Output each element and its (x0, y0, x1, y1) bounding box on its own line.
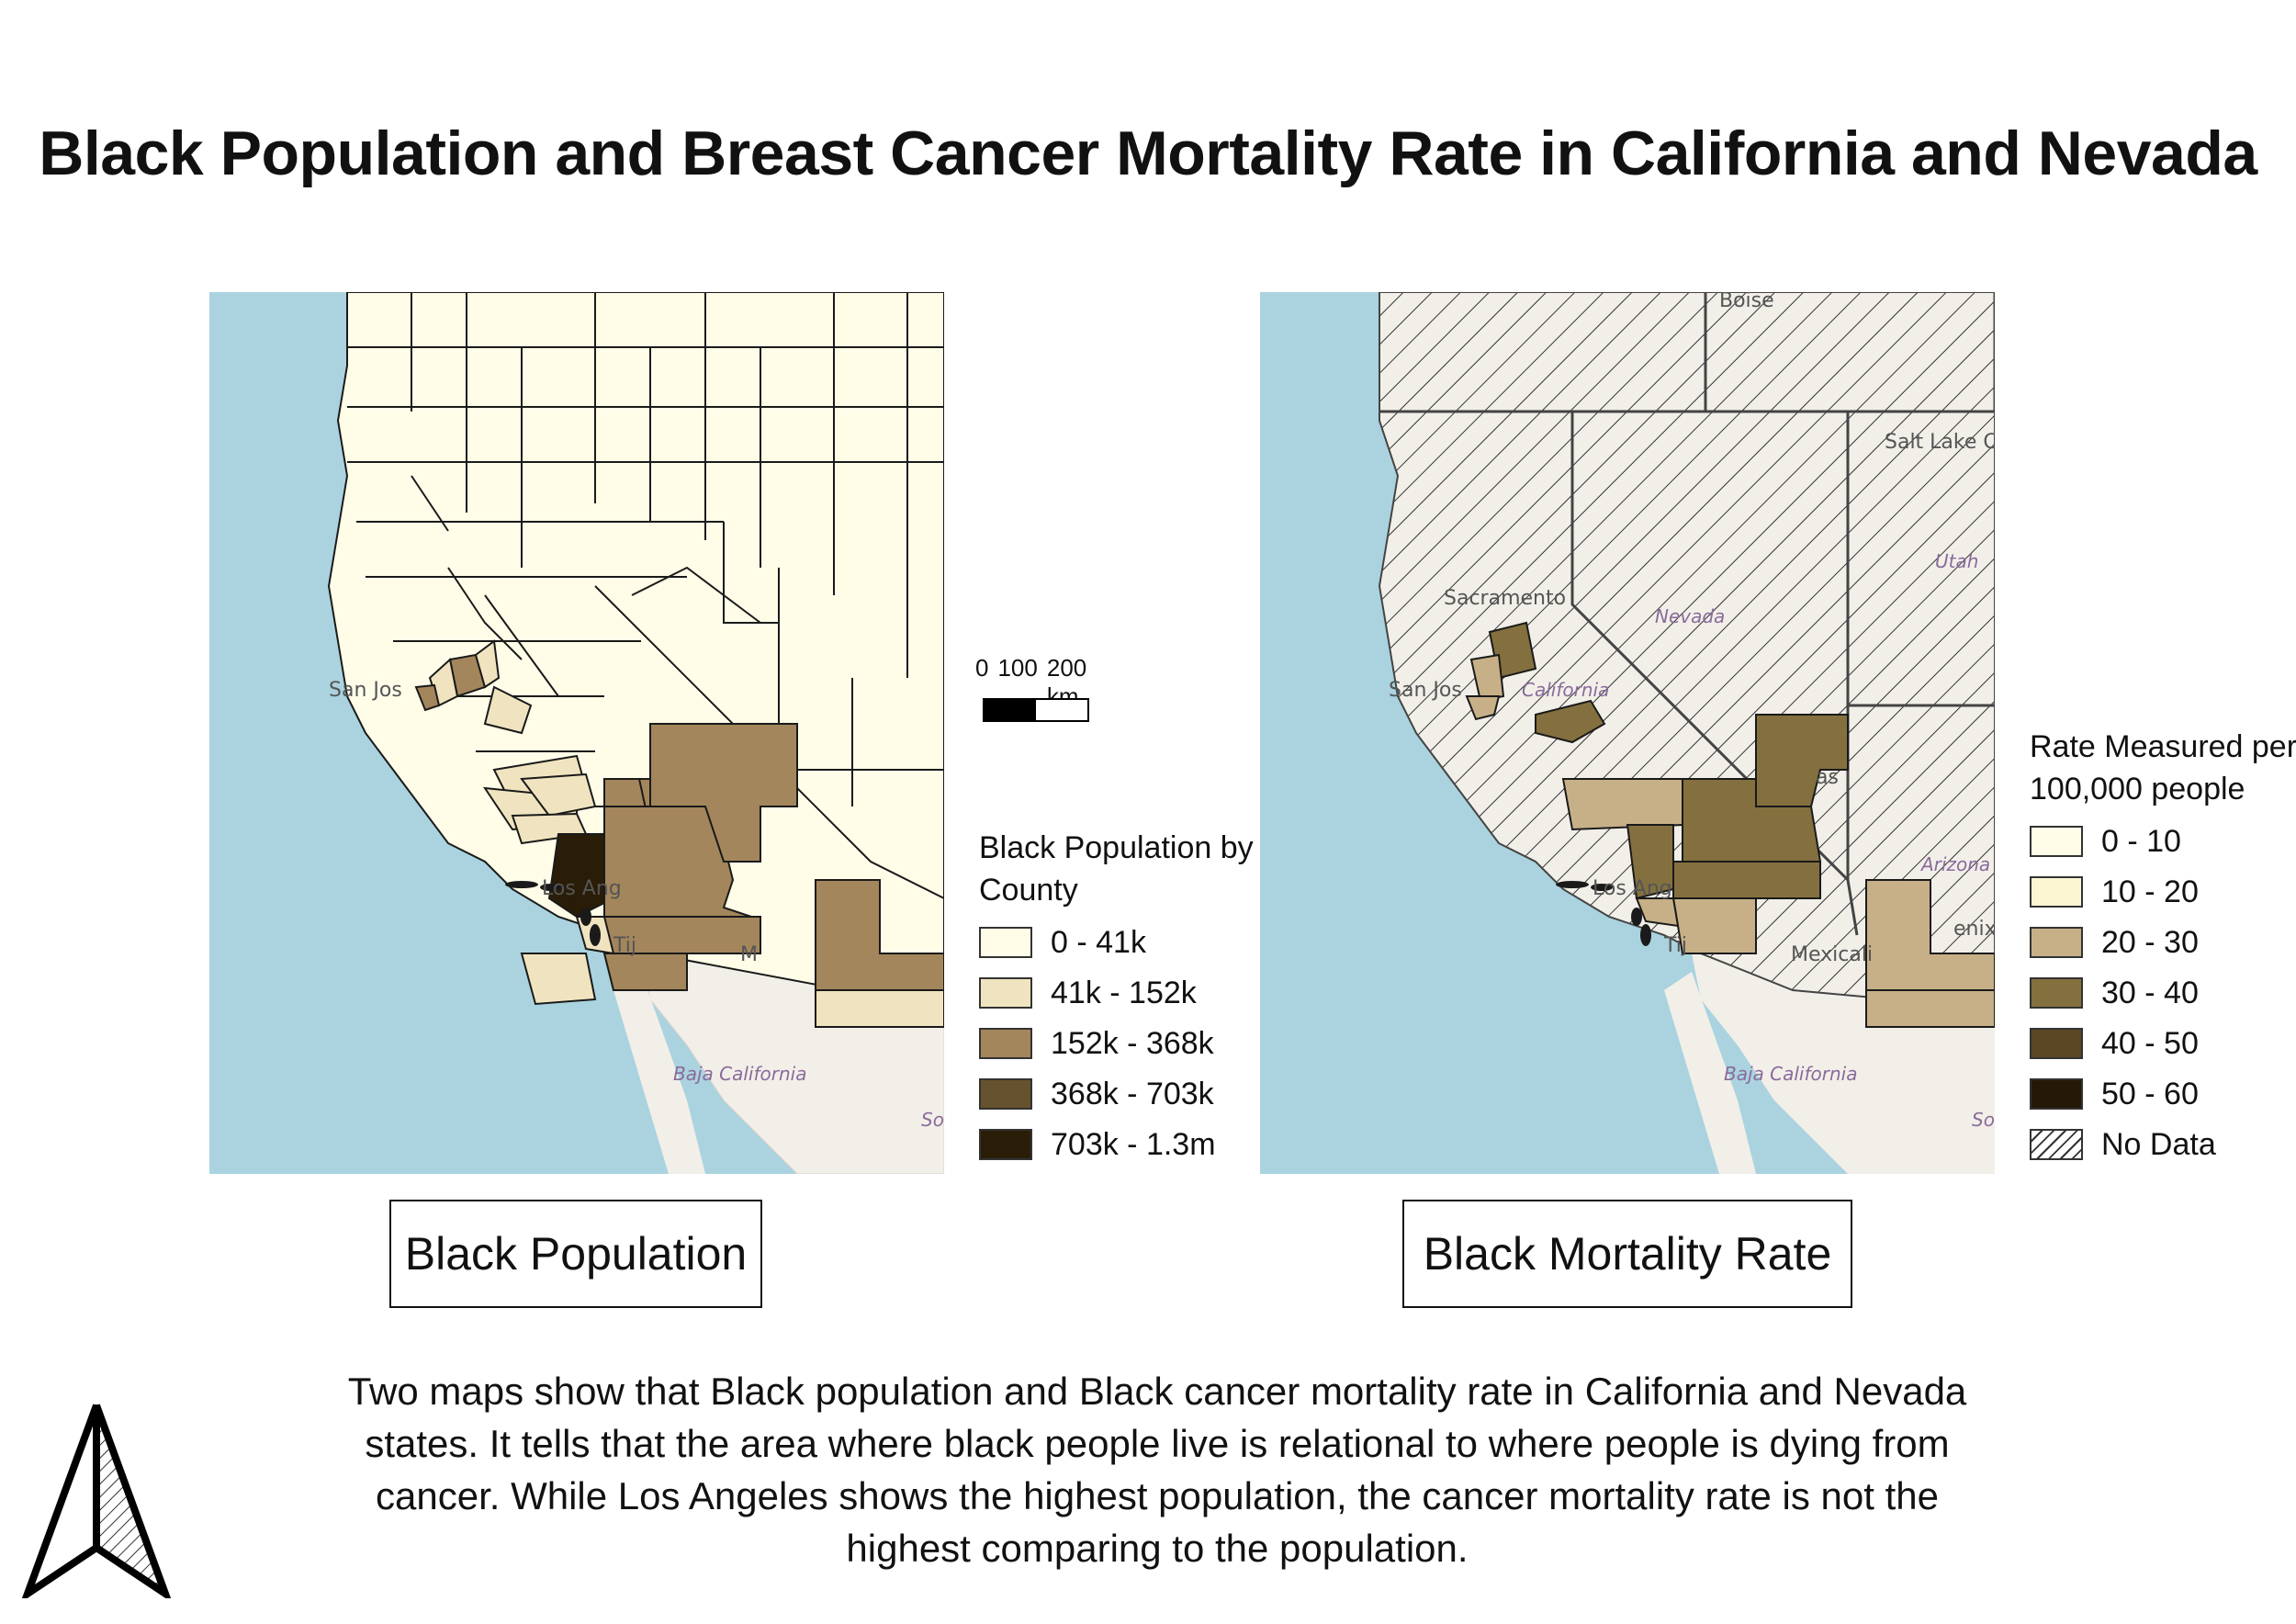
legend-item: No Data (2030, 1119, 2296, 1169)
legend-label: 152k - 368k (1051, 1025, 1214, 1061)
mortality-legend: Rate Measured per 100,000 people 0 - 10 … (2030, 726, 2296, 1169)
legend-label: 368k - 703k (1051, 1076, 1214, 1111)
label-san-jose: San Jos (1389, 679, 1462, 702)
legend-label: 41k - 152k (1051, 975, 1197, 1010)
scale-bar: 0 100 200 km (975, 654, 1122, 727)
label-phoenix: enix (1953, 918, 1995, 941)
scale-bar-graphic (983, 698, 1089, 722)
legend-swatch (979, 1027, 1032, 1059)
label-tijuana: Tij (1663, 934, 1687, 957)
label-los-angeles: Los Ang (1593, 877, 1672, 900)
map-description: Two maps show that Black population and … (347, 1370, 1967, 1570)
legend-swatch (979, 1128, 1032, 1160)
legend-swatch (2030, 1027, 2083, 1059)
legend-item: 50 - 60 (2030, 1068, 2296, 1119)
legend-label: 40 - 50 (2101, 1025, 2199, 1061)
label-mexicali: Mexicali (1791, 943, 1873, 966)
legend-item: 40 - 50 (2030, 1018, 2296, 1068)
black-mortality-rate-map[interactable]: Sacramento San Jos California Nevada Sal… (1260, 292, 1995, 1174)
legend-swatch (2030, 976, 2083, 1009)
north-arrow-icon (18, 1396, 174, 1604)
legend-swatch (2030, 825, 2083, 857)
label-sacramento: Sacramento (1444, 587, 1566, 610)
label-mexicali: M (740, 943, 758, 966)
mortality-legend-title: Rate Measured per 100,000 people (2030, 729, 2296, 806)
label-salt-lake-city: Salt Lake City (1885, 431, 1995, 454)
legend-label: 10 - 20 (2101, 874, 2199, 909)
label-sonora: So (1972, 1109, 1995, 1131)
population-legend: Black Population by County 0 - 41k 41k -… (979, 827, 1255, 1169)
baja-peninsula (1664, 972, 1756, 1174)
label-baja-california: Baja California (673, 1063, 806, 1085)
legend-label: 0 - 10 (2101, 823, 2181, 859)
label-san-jose: San Jos (329, 679, 402, 702)
label-california: California (1522, 679, 1609, 701)
label-arizona: Arizona (1919, 853, 1990, 875)
channel-islands (505, 881, 601, 946)
label-sonora: So (921, 1109, 944, 1131)
legend-label: 50 - 60 (2101, 1076, 2199, 1111)
legend-swatch (2030, 1128, 2083, 1160)
page-title: Black Population and Breast Cancer Morta… (39, 118, 2257, 188)
label-nevada: Nevada (1655, 605, 1725, 627)
label-baja-california: Baja California (1724, 1063, 1857, 1085)
legend-item: 41k - 152k (979, 967, 1255, 1018)
legend-swatch (2030, 875, 2083, 908)
caption-black-mortality-rate: Black Mortality Rate (1402, 1200, 1852, 1308)
legend-label: No Data (2101, 1126, 2216, 1162)
legend-swatch (2030, 1077, 2083, 1110)
legend-label: 30 - 40 (2101, 975, 2199, 1010)
legend-label: 0 - 41k (1051, 924, 1146, 960)
legend-swatch (979, 1077, 1032, 1110)
legend-item: 368k - 703k (979, 1068, 1255, 1119)
label-boise: Boise (1719, 292, 1774, 312)
scale-tick-100: 100 (997, 654, 1038, 682)
legend-label: 703k - 1.3m (1051, 1126, 1216, 1162)
legend-item: 30 - 40 (2030, 967, 2296, 1018)
legend-item: 152k - 368k (979, 1018, 1255, 1068)
county-borders (347, 292, 944, 899)
highlighted-counties (414, 639, 944, 1028)
legend-swatch (979, 976, 1032, 1009)
legend-item: 10 - 20 (2030, 866, 2296, 917)
label-utah: Utah (1935, 550, 1978, 572)
label-los-angeles: Los Ang (542, 877, 622, 900)
legend-swatch (2030, 926, 2083, 958)
label-tijuana: Tij (613, 934, 636, 957)
rated-counties (1465, 621, 1995, 1028)
legend-label: 20 - 30 (2101, 924, 2199, 960)
no-data-area (1378, 292, 1995, 1010)
population-legend-title: Black Population by County (979, 830, 1254, 908)
legend-item: 703k - 1.3m (979, 1119, 1255, 1169)
baja-peninsula (613, 972, 705, 1174)
black-population-map[interactable]: San Jos Los Ang Tij M Baja California So (209, 292, 944, 1174)
legend-item: 20 - 30 (2030, 917, 2296, 967)
label-las-vegas: as (1816, 766, 1839, 789)
caption-black-population: Black Population (389, 1200, 762, 1308)
scale-tick-0: 0 (975, 654, 989, 682)
legend-item: 0 - 41k (979, 917, 1255, 967)
channel-islands (1556, 881, 1651, 946)
legend-swatch (979, 926, 1032, 958)
legend-item: 0 - 10 (2030, 816, 2296, 866)
